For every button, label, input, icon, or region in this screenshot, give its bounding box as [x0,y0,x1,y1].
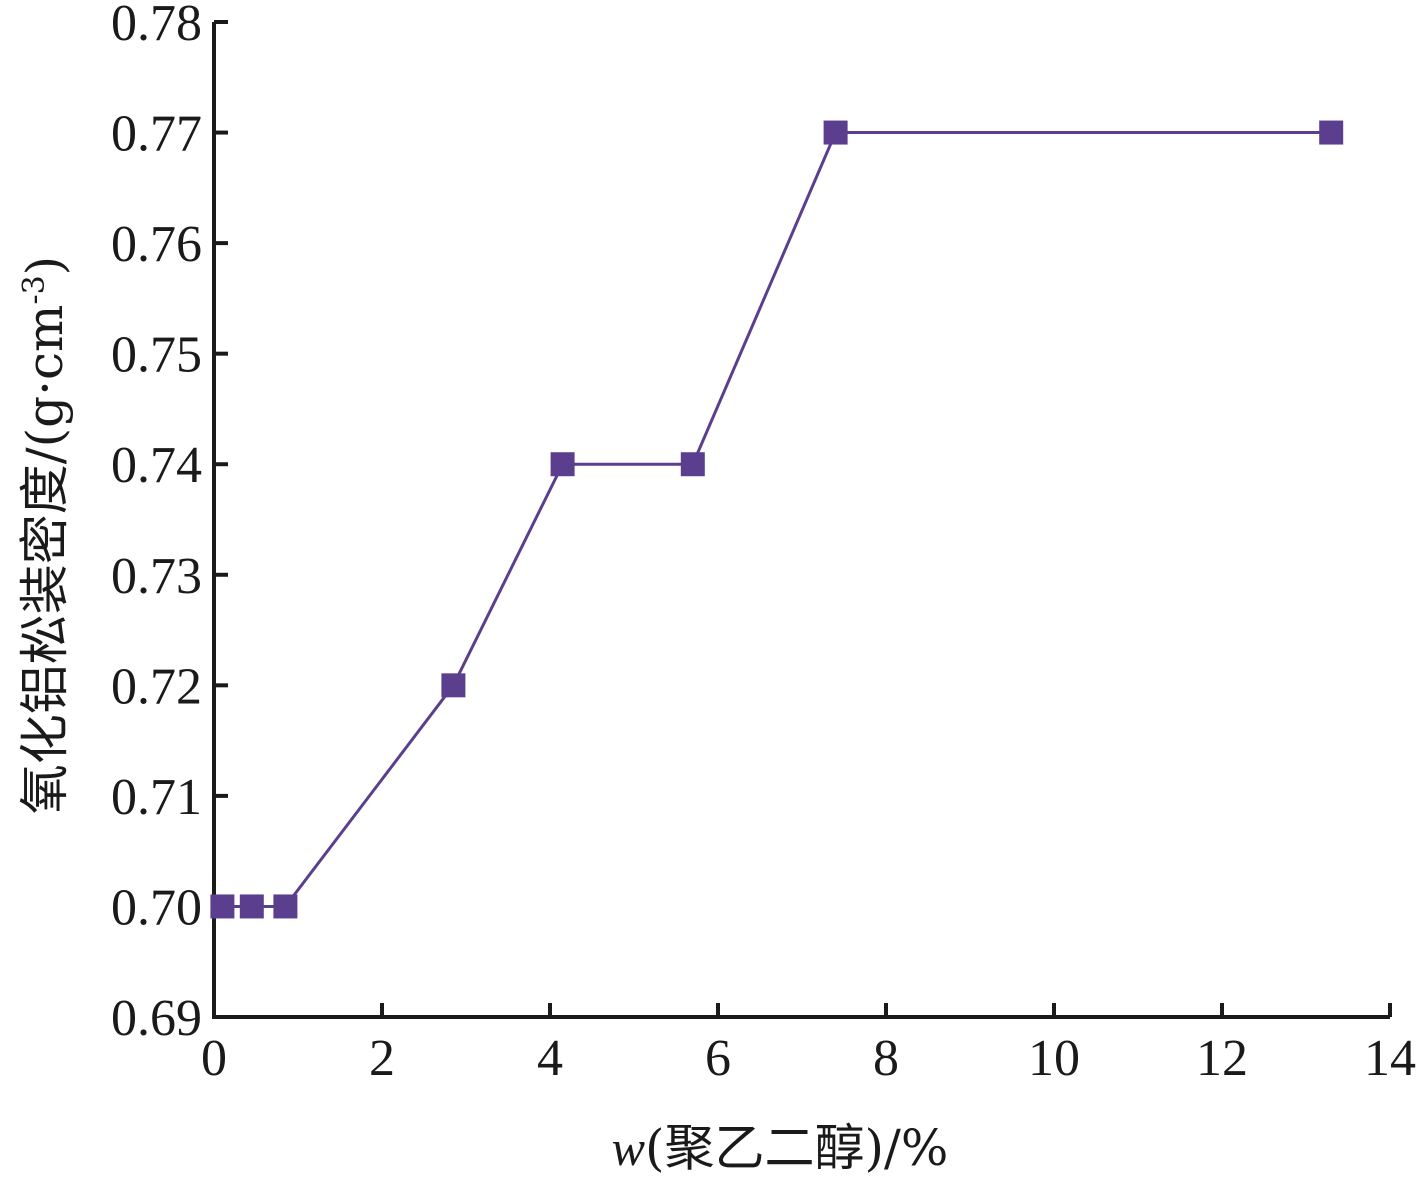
x-tick-label: 14 [1364,1030,1416,1087]
y-tick-label: 0.72 [111,658,202,715]
y-tick-label: 0.73 [111,548,202,605]
y-tick-label: 0.77 [111,106,202,163]
y-axis-label-main: 氧化铝松装密度/(g·cm [16,305,74,815]
y-tick-label: 0.71 [111,769,202,826]
data-point-marker [823,120,848,145]
y-tick-label: 0.70 [111,879,202,936]
y-axis-label-superscript: -3 [17,275,52,304]
x-tick-label: 4 [537,1030,563,1087]
x-tick-label: 10 [1028,1030,1080,1087]
y-axis-label-close: ) [16,256,74,276]
data-point-marker [239,894,264,919]
data-point-marker [210,894,235,919]
y-axis-label: 氧化铝松装密度/(g·cm-3) [16,256,74,814]
data-point-marker [273,894,298,919]
x-tick-label: 6 [705,1030,731,1087]
y-tick-label: 0.76 [111,216,202,273]
x-axis-label: w(聚乙二醇)/% [612,1119,949,1177]
x-tick-label: 12 [1196,1030,1248,1087]
series [210,120,1344,919]
x-tick-label: 2 [369,1030,395,1087]
y-tick-label: 0.75 [111,327,202,384]
y-tick-label: 0.78 [111,0,202,52]
x-axis-label-rest: (聚乙二醇)/% [645,1119,948,1177]
data-point-marker [680,452,705,477]
x-tick-label: 0 [201,1030,227,1087]
axes [212,22,1390,1019]
x-axis-label-variable: w [612,1120,645,1176]
y-tick-label: 0.69 [111,990,202,1047]
x-tick-label: 8 [873,1030,899,1087]
series-line [222,131,1332,908]
data-point-marker [441,673,466,698]
y-ticks: 0.69 0.70 0.71 0.72 0.73 0.74 0.75 0.76 0.77 0.78 [111,0,228,1047]
data-point-marker [550,452,575,477]
y-tick-label: 0.74 [111,437,202,494]
data-point-marker [1319,120,1344,145]
x-ticks: 0 2 4 6 8 10 12 14 [201,1003,1416,1087]
